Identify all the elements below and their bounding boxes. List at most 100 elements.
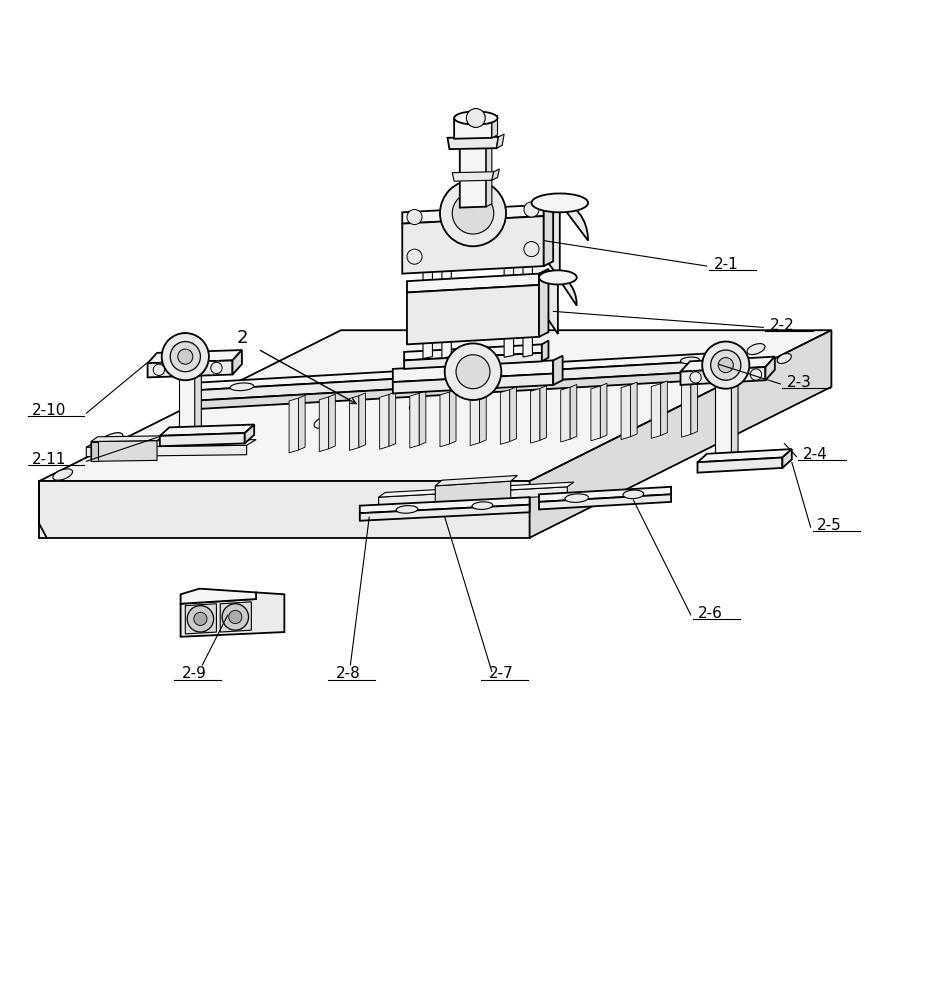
Polygon shape <box>570 384 577 439</box>
Polygon shape <box>497 134 504 148</box>
Polygon shape <box>86 445 247 457</box>
Text: 2-7: 2-7 <box>489 666 514 681</box>
Polygon shape <box>442 257 451 358</box>
Polygon shape <box>765 357 775 380</box>
Polygon shape <box>504 256 514 357</box>
Ellipse shape <box>532 193 588 212</box>
Polygon shape <box>393 374 553 393</box>
Ellipse shape <box>410 401 424 411</box>
Text: 2-5: 2-5 <box>817 518 842 533</box>
Polygon shape <box>452 172 494 181</box>
Polygon shape <box>651 384 660 438</box>
Polygon shape <box>681 382 691 437</box>
Polygon shape <box>510 387 517 442</box>
Polygon shape <box>402 205 544 224</box>
Circle shape <box>229 610 242 624</box>
Ellipse shape <box>680 357 699 364</box>
Circle shape <box>718 358 733 373</box>
Text: 2-10: 2-10 <box>31 403 66 418</box>
Circle shape <box>452 193 494 234</box>
Circle shape <box>750 369 762 380</box>
Text: 2-1: 2-1 <box>713 257 738 272</box>
Polygon shape <box>449 389 456 444</box>
Polygon shape <box>480 388 486 443</box>
Circle shape <box>445 343 501 400</box>
Polygon shape <box>591 386 601 441</box>
Polygon shape <box>190 371 718 409</box>
Circle shape <box>194 612 207 625</box>
Polygon shape <box>39 330 832 481</box>
Polygon shape <box>245 425 254 443</box>
Circle shape <box>187 606 214 632</box>
Circle shape <box>162 333 209 380</box>
Polygon shape <box>91 436 164 442</box>
Polygon shape <box>179 375 195 432</box>
Circle shape <box>702 342 749 389</box>
Text: 2-9: 2-9 <box>183 666 207 681</box>
Ellipse shape <box>454 111 498 125</box>
Polygon shape <box>440 392 449 447</box>
Circle shape <box>170 342 201 372</box>
Polygon shape <box>660 381 667 436</box>
Polygon shape <box>91 442 97 461</box>
Polygon shape <box>601 383 607 438</box>
Polygon shape <box>680 357 775 372</box>
Polygon shape <box>530 330 832 538</box>
Polygon shape <box>407 274 539 292</box>
Polygon shape <box>378 482 574 497</box>
Polygon shape <box>460 146 486 208</box>
Ellipse shape <box>314 417 330 428</box>
Polygon shape <box>419 390 426 445</box>
Polygon shape <box>532 203 588 278</box>
Circle shape <box>211 362 222 374</box>
Circle shape <box>178 349 193 364</box>
Polygon shape <box>233 350 242 375</box>
Circle shape <box>440 180 506 246</box>
Polygon shape <box>423 258 432 359</box>
Polygon shape <box>540 386 547 440</box>
Circle shape <box>710 350 741 380</box>
Text: 2: 2 <box>236 329 248 347</box>
Polygon shape <box>359 505 530 521</box>
Text: 2-3: 2-3 <box>787 375 812 390</box>
Polygon shape <box>190 353 718 391</box>
Polygon shape <box>622 385 631 440</box>
Circle shape <box>222 604 249 630</box>
Polygon shape <box>39 481 530 538</box>
Polygon shape <box>715 380 731 456</box>
Text: 2-6: 2-6 <box>697 606 723 621</box>
Ellipse shape <box>96 433 123 448</box>
Text: 2-2: 2-2 <box>770 318 795 333</box>
Circle shape <box>524 242 539 257</box>
Ellipse shape <box>778 354 792 364</box>
Ellipse shape <box>230 383 254 391</box>
Ellipse shape <box>623 490 643 499</box>
Polygon shape <box>531 388 540 443</box>
Polygon shape <box>523 256 533 357</box>
Polygon shape <box>389 392 395 446</box>
Polygon shape <box>539 487 671 502</box>
Polygon shape <box>402 216 544 274</box>
Polygon shape <box>181 589 256 604</box>
Polygon shape <box>539 269 549 337</box>
Polygon shape <box>492 115 498 138</box>
Polygon shape <box>470 391 480 446</box>
Polygon shape <box>500 390 510 444</box>
Ellipse shape <box>53 469 73 480</box>
Polygon shape <box>404 353 542 369</box>
Polygon shape <box>160 433 245 446</box>
Polygon shape <box>553 356 563 385</box>
Polygon shape <box>319 397 328 452</box>
Polygon shape <box>697 449 792 462</box>
Polygon shape <box>379 395 389 449</box>
Text: 2-8: 2-8 <box>336 666 360 681</box>
Ellipse shape <box>710 365 727 376</box>
Polygon shape <box>91 441 157 461</box>
Polygon shape <box>731 376 738 456</box>
Polygon shape <box>148 360 233 377</box>
Text: 2-4: 2-4 <box>803 447 828 462</box>
Ellipse shape <box>396 506 418 513</box>
Circle shape <box>407 209 422 225</box>
Circle shape <box>407 249 422 264</box>
Polygon shape <box>492 169 499 180</box>
